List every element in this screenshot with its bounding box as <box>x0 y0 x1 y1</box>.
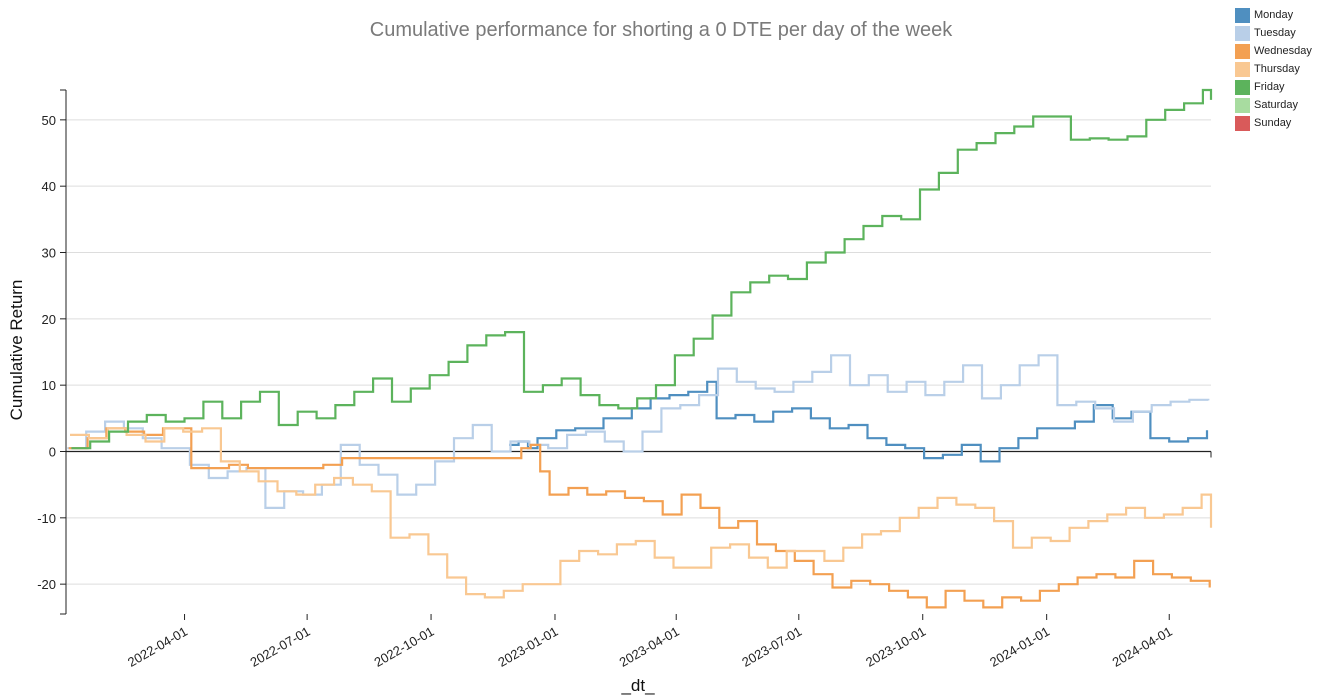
legend-swatch <box>1235 97 1250 113</box>
x-tick-label: 2024-04-01 <box>1110 624 1175 670</box>
x-tick-label: 2022-10-01 <box>371 624 436 670</box>
y-tick-label: 30 <box>42 246 56 261</box>
legend-label: Wednesday <box>1254 45 1312 57</box>
legend-swatch <box>1235 79 1250 95</box>
legend-item-friday[interactable]: Friday <box>1235 78 1319 96</box>
legend-item-monday[interactable]: Monday <box>1235 6 1319 24</box>
y-axis: -20 -10 0 10 20 30 40 50 <box>37 89 67 615</box>
legend-item-tuesday[interactable]: Tuesday <box>1235 24 1319 42</box>
series-line-monday <box>509 380 1209 463</box>
legend-swatch <box>1235 43 1250 59</box>
series-lines <box>67 88 1213 609</box>
legend-item-wednesday[interactable]: Wednesday <box>1235 42 1319 60</box>
legend-swatch <box>1235 115 1250 131</box>
series-line-wednesday <box>68 427 1211 609</box>
legend-swatch <box>1235 61 1250 77</box>
x-axis: 2022-04-01 2022-07-01 2022-10-01 2023-01-01… <box>66 450 1212 670</box>
x-tick-label: 2022-07-01 <box>248 624 313 670</box>
legend-item-thursday[interactable]: Thursday <box>1235 60 1319 78</box>
y-tick-label: 20 <box>42 312 56 327</box>
y-tick-label: -20 <box>37 577 56 592</box>
legend-label: Friday <box>1254 81 1285 93</box>
x-tick-label: 2023-10-01 <box>863 624 928 670</box>
x-tick-label: 2024-01-01 <box>987 624 1052 670</box>
y-tick-label: 0 <box>49 444 56 459</box>
legend-label: Monday <box>1254 9 1294 21</box>
y-axis-title: Cumulative Return <box>7 280 26 421</box>
x-tick-label: 2023-01-01 <box>495 624 560 670</box>
x-tick-label: 2023-07-01 <box>739 624 804 670</box>
y-tick-label: 50 <box>42 113 56 128</box>
series-line-thursday <box>70 427 1213 599</box>
legend-label: Saturday <box>1254 99 1299 111</box>
legend-label: Sunday <box>1254 117 1292 129</box>
series-line-tuesday <box>67 354 1210 509</box>
y-tick-label: 10 <box>42 378 56 393</box>
legend-item-saturday[interactable]: Saturday <box>1235 96 1319 114</box>
y-tick-label: -10 <box>37 511 56 526</box>
legend-item-sunday[interactable]: Sunday <box>1235 114 1319 132</box>
legend-swatch <box>1235 7 1250 23</box>
legend-swatch <box>1235 25 1250 41</box>
x-tick-label: 2023-04-01 <box>617 624 682 670</box>
legend-label: Tuesday <box>1254 27 1296 39</box>
y-tick-label: 40 <box>42 179 56 194</box>
series-line-friday <box>71 88 1213 450</box>
chart-title: Cumulative performance for shorting a 0 … <box>369 19 953 41</box>
x-axis-title: _dt_ <box>620 676 655 695</box>
legend-label: Thursday <box>1254 63 1300 75</box>
grid-lines <box>66 119 1211 585</box>
x-tick-label: 2022-04-01 <box>125 624 190 670</box>
legend: Monday Tuesday Wednesday Thursday Friday Satu… <box>1235 6 1319 132</box>
